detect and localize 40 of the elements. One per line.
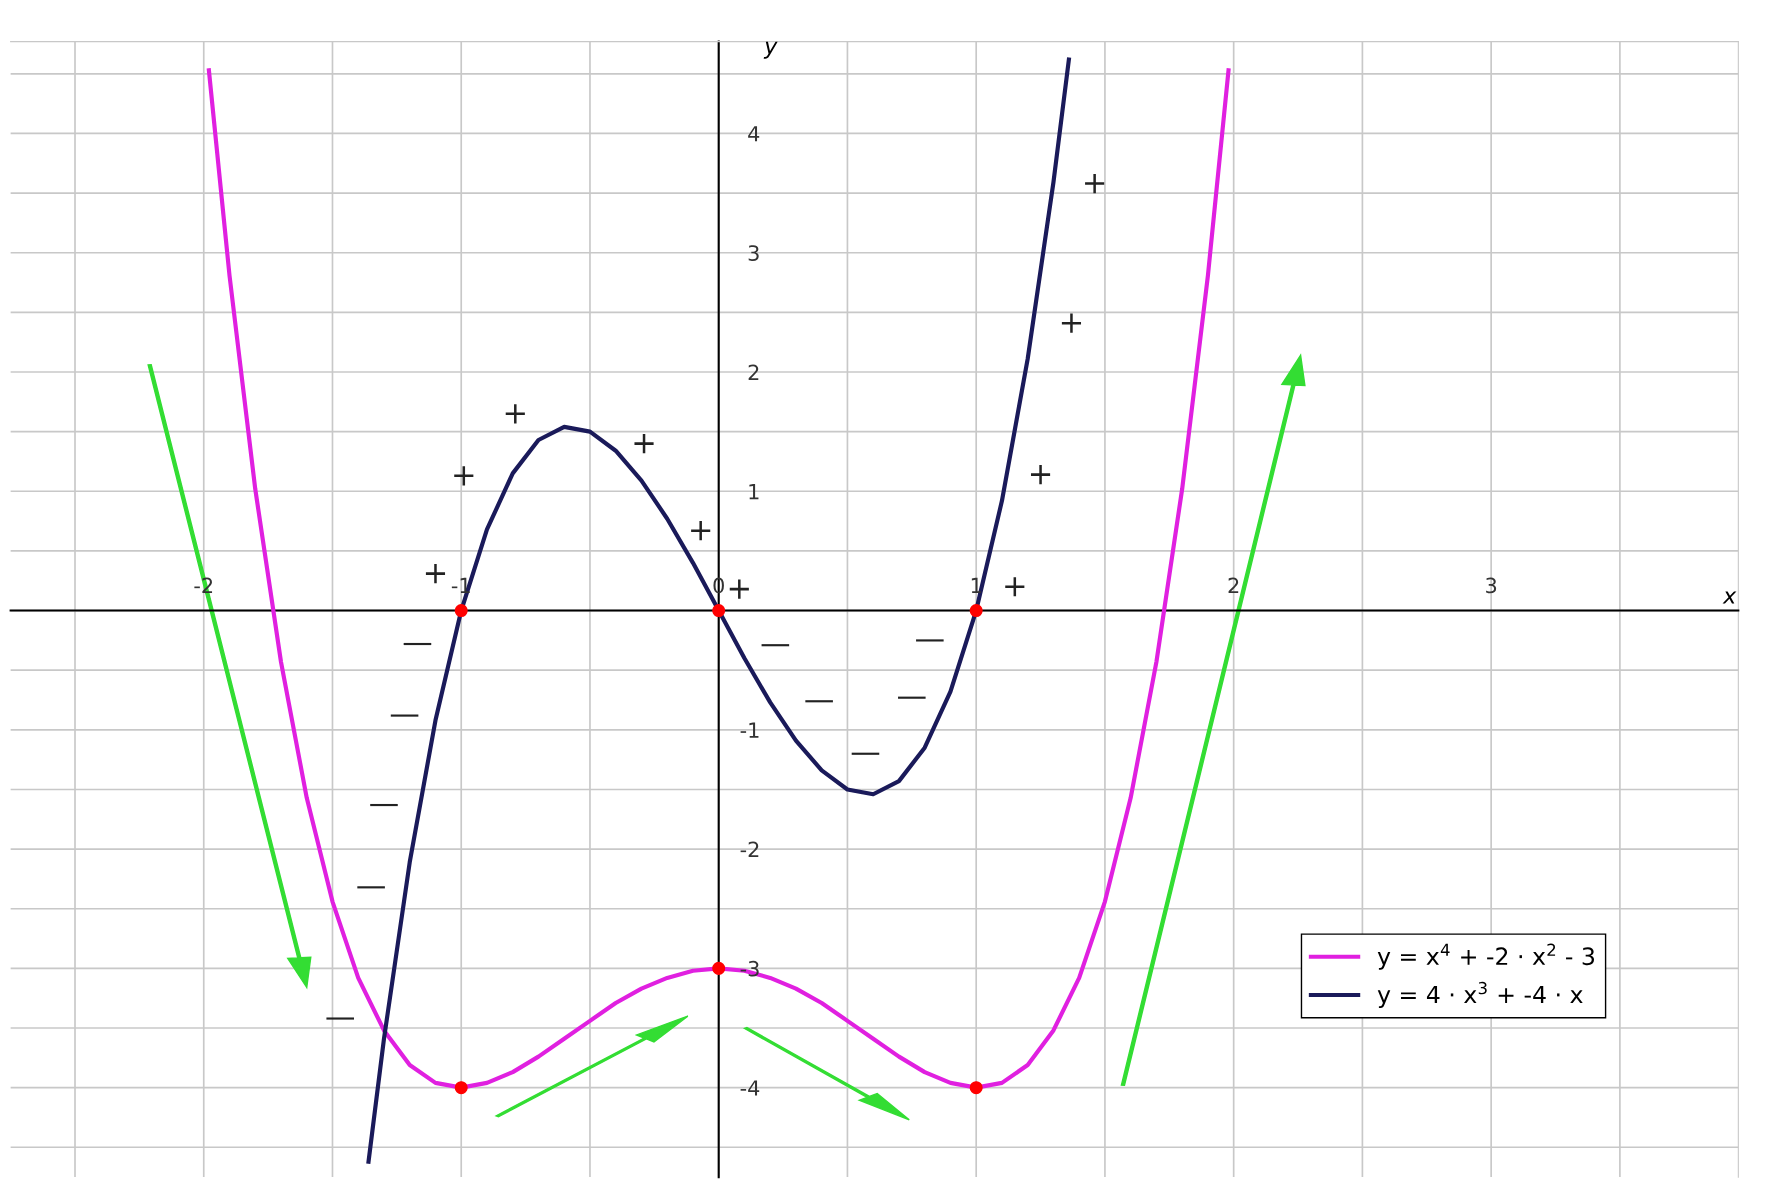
point — [969, 604, 983, 618]
point — [454, 1081, 468, 1095]
annotation: + — [691, 521, 711, 541]
annotation: — — [357, 886, 385, 889]
annotation: + — [505, 404, 525, 424]
legend-label: y = x$^{4}$ + -2 · x$^{2}$ - 3 — [1377, 943, 1595, 970]
annotation: + — [1005, 577, 1025, 597]
annotation: — — [403, 642, 432, 646]
annotation: — — [390, 714, 419, 717]
annotation: — — [326, 1017, 354, 1020]
y-tick-label: 2 — [748, 364, 759, 380]
x-tick-label: 3 — [1486, 577, 1497, 594]
annotation: + — [634, 434, 654, 454]
annotation: — — [761, 644, 790, 647]
point — [712, 961, 726, 975]
point — [712, 604, 726, 618]
legend-label: y = 4 · x$^{3}$ + -4 · x — [1377, 981, 1583, 1009]
annotation: + — [1030, 465, 1051, 485]
annotation: — — [805, 700, 833, 703]
y-axis-title: y — [763, 41, 778, 59]
y-tick-label: -1 — [740, 722, 759, 738]
y-tick-label: -2 — [740, 841, 759, 858]
annotation: + — [729, 579, 749, 599]
point — [969, 1081, 983, 1095]
annotation: + — [425, 564, 446, 584]
y-tick-label: -4 — [740, 1080, 760, 1096]
y-tick-label: 1 — [749, 484, 759, 500]
annotation: + — [1061, 313, 1082, 333]
annotation: — — [370, 803, 398, 807]
annotation: — — [851, 752, 880, 755]
annotation: + — [1085, 174, 1105, 194]
y-tick-label: 4 — [748, 126, 760, 142]
x-axis-title: x — [1722, 591, 1737, 604]
y-tick-label: 3 — [748, 245, 759, 261]
point — [454, 604, 468, 618]
annotation: + — [454, 466, 474, 486]
x-tick-label: 1 — [971, 577, 981, 594]
x-tick-label: 2 — [1228, 577, 1239, 594]
annotation: — — [916, 639, 944, 642]
annotation: — — [898, 696, 926, 699]
